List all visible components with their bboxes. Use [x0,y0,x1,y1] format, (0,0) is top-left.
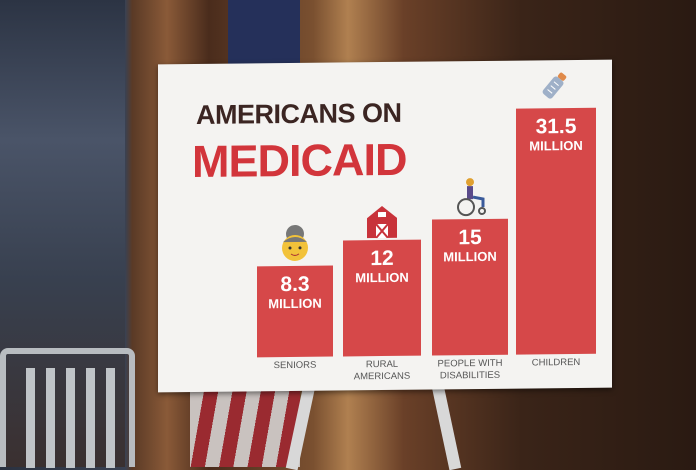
chart-subtitle: MEDICAID [192,133,407,188]
chart-title: AMERICANS ON [196,97,402,130]
bar-value-label: 31.5 [535,115,577,139]
category-label: SENIORS [273,359,317,372]
baby-bottle-icon [538,68,572,107]
bar-value-label: 12 [370,247,394,271]
category-label: PEOPLE WITH DISABILITIES [437,357,503,382]
bar-unit-label: MILLION [529,138,583,154]
bar-unit-label: MILLION [355,270,409,286]
bar-value-label: 8.3 [280,272,310,297]
flag [228,0,300,72]
barn-icon [365,204,399,243]
category-label: CHILDREN [531,356,581,369]
bar-4: 31.5 MILLION [516,107,596,355]
senior-woman-icon [278,224,312,269]
bar-2: 12 MILLION [343,240,421,357]
category-label: RURAL AMERICANS [353,358,411,383]
chair [0,348,135,468]
poster-chart: AMERICANS ON MEDICAID 8.3 MILLION SENIORS 1… [158,59,612,393]
flag-stripes [190,390,300,467]
bar-unit-label: MILLION [443,249,497,265]
bar-unit-label: MILLION [268,295,322,312]
bar-3: 15 MILLION [432,219,508,356]
bar-1: 8.3 MILLION [257,265,333,358]
wheelchair-icon [453,177,487,222]
bar-value-label: 15 [458,226,482,250]
easel-leg [430,379,462,470]
